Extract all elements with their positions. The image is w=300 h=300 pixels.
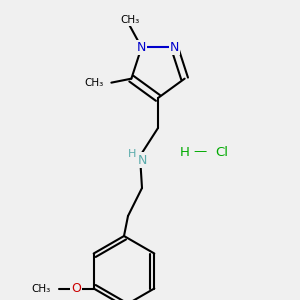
- Text: CH₃: CH₃: [120, 15, 139, 25]
- Text: N: N: [137, 41, 146, 54]
- Text: H: H: [180, 146, 190, 158]
- Text: H: H: [128, 149, 136, 159]
- Text: CH₃: CH₃: [84, 78, 104, 88]
- Text: N: N: [137, 154, 147, 166]
- Text: —: —: [194, 146, 207, 158]
- Text: Cl: Cl: [215, 146, 228, 158]
- Text: O: O: [71, 282, 81, 295]
- Text: N: N: [170, 41, 179, 54]
- Text: CH₃: CH₃: [32, 284, 51, 293]
